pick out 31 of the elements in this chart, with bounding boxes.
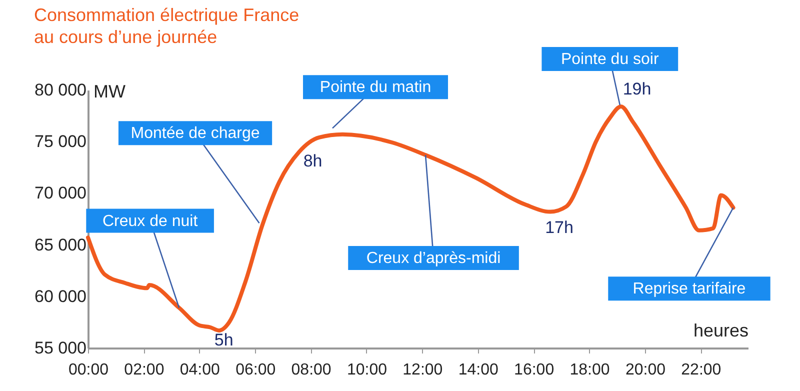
x-tick-label: 06:00 — [236, 362, 276, 378]
annotation: 5h — [214, 330, 234, 350]
x-tick-label: 14:00 — [458, 362, 498, 378]
x-tick-label: 22:00 — [681, 362, 722, 378]
y-tick-label: 65 000 — [34, 235, 86, 254]
annotation: 8h — [303, 152, 322, 171]
y-tick-label: 55 000 — [34, 338, 86, 358]
y-tick-label: 60 000 — [34, 286, 86, 306]
y-tick-label: 75 000 — [34, 132, 86, 152]
x-tick-label: 02:00 — [124, 362, 164, 378]
annotation: Reprise tarifaire — [632, 280, 746, 298]
annotation: 19h — [622, 80, 652, 99]
y-axis-title: MW — [94, 82, 126, 102]
x-tick-label: 00:00 — [68, 362, 109, 378]
x-tick-label: 08:00 — [291, 362, 332, 378]
x-tick-label: 10:00 — [346, 362, 388, 378]
x-axis-title: heures — [693, 320, 748, 340]
x-tick-label: 16:00 — [514, 362, 554, 378]
annotation: Creux de nuit — [102, 212, 198, 230]
x-tick-label: 18:00 — [570, 362, 610, 378]
x-tick-label: 12:00 — [402, 362, 443, 378]
annotation: Creux d’après-midi — [366, 250, 501, 268]
annotation: 17h — [545, 218, 574, 237]
y-tick-label: 70 000 — [34, 184, 86, 203]
y-tick-label: 80 000 — [34, 80, 86, 100]
chart-title: Consommation électrique France au cours d’une journée — [34, 4, 300, 47]
x-tick-label: 20:00 — [625, 362, 666, 378]
annotation: Pointe du matin — [320, 79, 432, 96]
annotation: Pointe du soir — [560, 50, 660, 68]
annotation: Montée de charge — [130, 125, 260, 142]
x-tick-label: 04:00 — [180, 362, 220, 378]
